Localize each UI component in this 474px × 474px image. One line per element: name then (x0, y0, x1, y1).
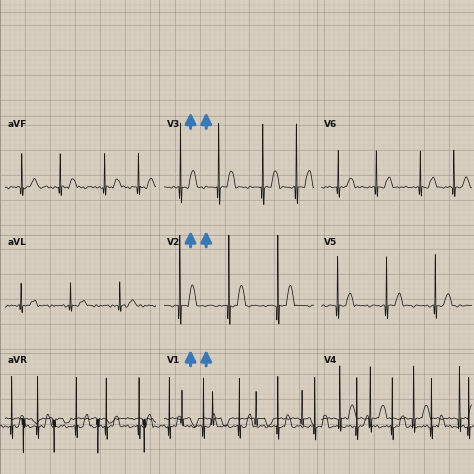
Text: V5: V5 (324, 238, 337, 247)
Text: V3: V3 (166, 120, 180, 128)
Text: V2: V2 (166, 238, 180, 247)
Text: V6: V6 (324, 120, 337, 128)
Text: aVL: aVL (8, 238, 27, 247)
Text: aVR: aVR (8, 356, 28, 365)
Text: aVF: aVF (8, 120, 27, 128)
Text: V1: V1 (166, 356, 180, 365)
Text: V4: V4 (324, 356, 338, 365)
